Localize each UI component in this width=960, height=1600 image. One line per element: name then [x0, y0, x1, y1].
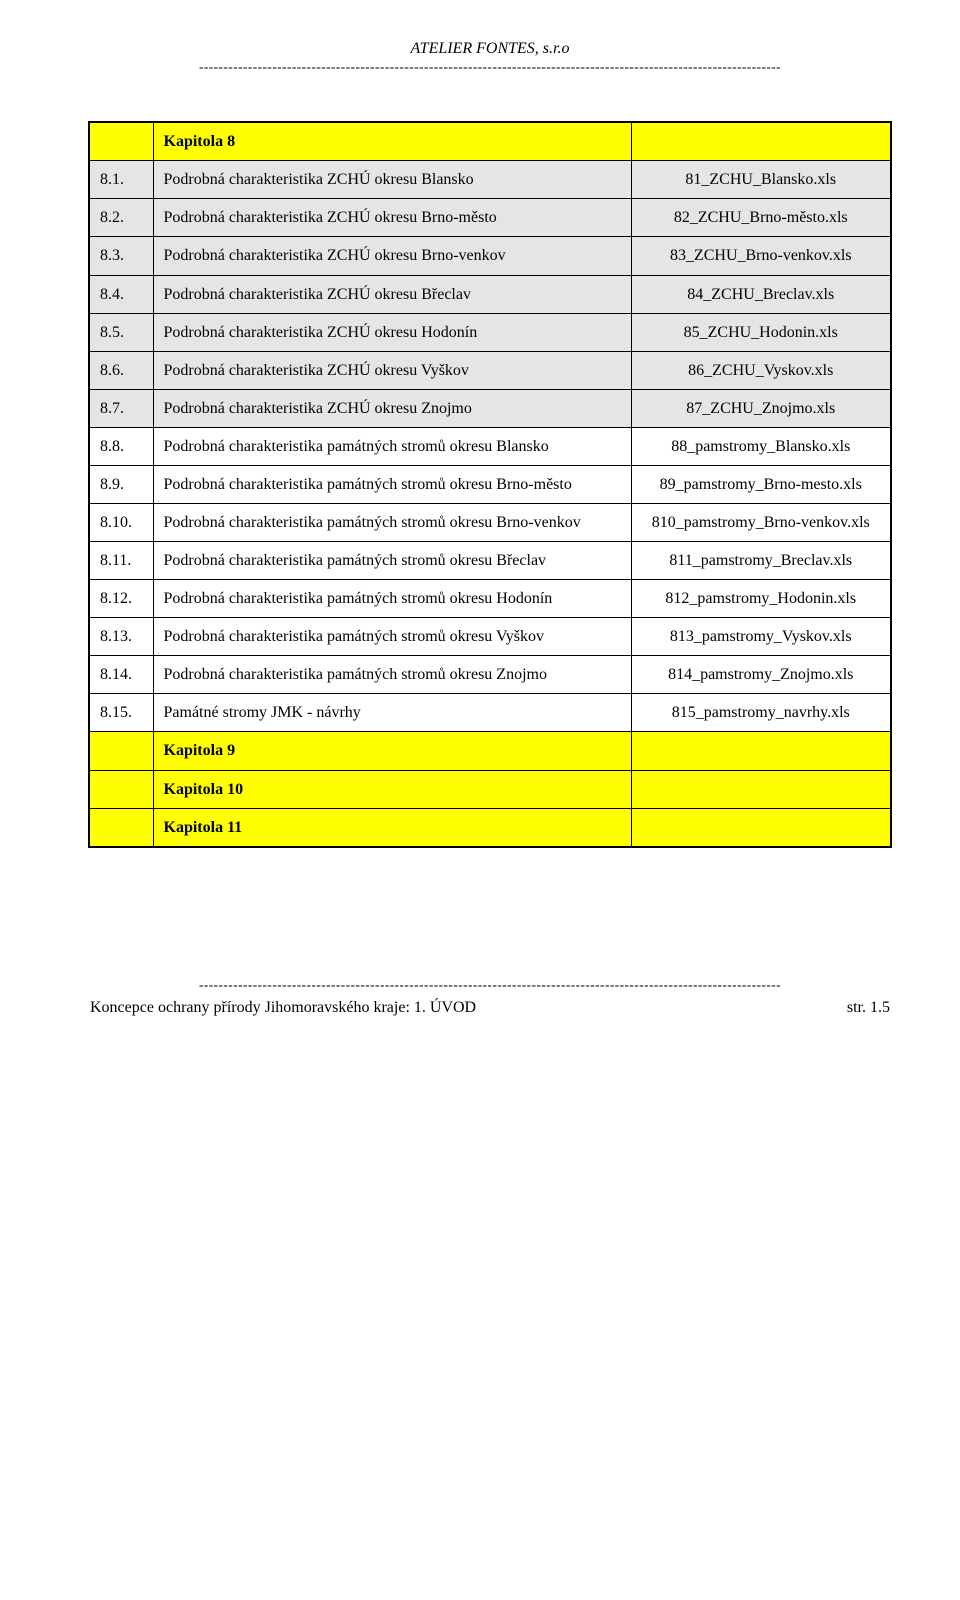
- row-filename: [631, 732, 891, 770]
- row-number: 8.13.: [89, 618, 153, 656]
- row-number: 8.14.: [89, 656, 153, 694]
- row-filename: 815_pamstromy_navrhy.xls: [631, 694, 891, 732]
- row-number: 8.6.: [89, 351, 153, 389]
- row-number: [89, 122, 153, 161]
- row-filename: 82_ZCHU_Brno-město.xls: [631, 199, 891, 237]
- row-filename: 85_ZCHU_Hodonin.xls: [631, 313, 891, 351]
- row-filename: 86_ZCHU_Vyskov.xls: [631, 351, 891, 389]
- table-row: 8.3.Podrobná charakteristika ZCHÚ okresu…: [89, 237, 891, 275]
- row-number: 8.3.: [89, 237, 153, 275]
- row-number: 8.15.: [89, 694, 153, 732]
- row-description: Kapitola 11: [153, 808, 631, 847]
- row-number: 8.7.: [89, 389, 153, 427]
- row-filename: 84_ZCHU_Breclav.xls: [631, 275, 891, 313]
- row-description: Podrobná charakteristika památných strom…: [153, 465, 631, 503]
- row-filename: 83_ZCHU_Brno-venkov.xls: [631, 237, 891, 275]
- row-description: Kapitola 10: [153, 770, 631, 808]
- row-filename: 811_pamstromy_Breclav.xls: [631, 542, 891, 580]
- row-description: Podrobná charakteristika památných strom…: [153, 427, 631, 465]
- row-filename: 810_pamstromy_Brno-venkov.xls: [631, 503, 891, 541]
- row-description: Kapitola 9: [153, 732, 631, 770]
- footer-separator: ----------------------------------------…: [88, 978, 892, 991]
- table-row: 8.2.Podrobná charakteristika ZCHÚ okresu…: [89, 199, 891, 237]
- table-row: 8.9.Podrobná charakteristika památných s…: [89, 465, 891, 503]
- row-filename: 813_pamstromy_Vyskov.xls: [631, 618, 891, 656]
- row-number: 8.2.: [89, 199, 153, 237]
- table-row: 8.14.Podrobná charakteristika památných …: [89, 656, 891, 694]
- table-row: Kapitola 8: [89, 122, 891, 161]
- row-number: 8.4.: [89, 275, 153, 313]
- row-filename: 88_pamstromy_Blansko.xls: [631, 427, 891, 465]
- row-description: Podrobná charakteristika ZCHÚ okresu Zno…: [153, 389, 631, 427]
- row-number: [89, 770, 153, 808]
- row-number: 8.1.: [89, 161, 153, 199]
- table-row: Kapitola 11: [89, 808, 891, 847]
- row-description: Podrobná charakteristika ZCHÚ okresu Brn…: [153, 199, 631, 237]
- row-filename: 81_ZCHU_Blansko.xls: [631, 161, 891, 199]
- table-row: 8.7.Podrobná charakteristika ZCHÚ okresu…: [89, 389, 891, 427]
- table-row: 8.15.Památné stromy JMK - návrhy815_pams…: [89, 694, 891, 732]
- row-description: Podrobná charakteristika památných strom…: [153, 618, 631, 656]
- row-description: Památné stromy JMK - návrhy: [153, 694, 631, 732]
- content-table: Kapitola 88.1.Podrobná charakteristika Z…: [88, 121, 892, 847]
- row-filename: [631, 770, 891, 808]
- row-filename: [631, 808, 891, 847]
- row-number: 8.11.: [89, 542, 153, 580]
- table-row: 8.11.Podrobná charakteristika památných …: [89, 542, 891, 580]
- row-filename: 814_pamstromy_Znojmo.xls: [631, 656, 891, 694]
- table-row: 8.12.Podrobná charakteristika památných …: [89, 580, 891, 618]
- row-description: Podrobná charakteristika ZCHÚ okresu Bla…: [153, 161, 631, 199]
- row-number: [89, 808, 153, 847]
- row-number: 8.5.: [89, 313, 153, 351]
- footer-left: Koncepce ochrany přírody Jihomoravského …: [90, 999, 476, 1017]
- row-description: Podrobná charakteristika ZCHÚ okresu Vyš…: [153, 351, 631, 389]
- table-row: Kapitola 9: [89, 732, 891, 770]
- table-row: 8.1.Podrobná charakteristika ZCHÚ okresu…: [89, 161, 891, 199]
- row-number: 8.9.: [89, 465, 153, 503]
- row-number: 8.8.: [89, 427, 153, 465]
- row-filename: 812_pamstromy_Hodonin.xls: [631, 580, 891, 618]
- row-filename: 89_pamstromy_Brno-mesto.xls: [631, 465, 891, 503]
- row-description: Podrobná charakteristika památných strom…: [153, 580, 631, 618]
- row-description: Podrobná charakteristika památných strom…: [153, 503, 631, 541]
- table-row: 8.6.Podrobná charakteristika ZCHÚ okresu…: [89, 351, 891, 389]
- header-company: ATELIER FONTES, s.r.o: [88, 40, 892, 58]
- row-description: Podrobná charakteristika ZCHÚ okresu Bře…: [153, 275, 631, 313]
- table-row: 8.4.Podrobná charakteristika ZCHÚ okresu…: [89, 275, 891, 313]
- header-separator: ----------------------------------------…: [88, 60, 892, 73]
- row-description: Podrobná charakteristika ZCHÚ okresu Brn…: [153, 237, 631, 275]
- row-number: 8.10.: [89, 503, 153, 541]
- row-description: Podrobná charakteristika památných strom…: [153, 656, 631, 694]
- row-number: 8.12.: [89, 580, 153, 618]
- page-container: ATELIER FONTES, s.r.o ------------------…: [0, 0, 960, 1037]
- table-row: 8.5.Podrobná charakteristika ZCHÚ okresu…: [89, 313, 891, 351]
- row-number: [89, 732, 153, 770]
- table-row: Kapitola 10: [89, 770, 891, 808]
- row-filename: [631, 122, 891, 161]
- row-filename: 87_ZCHU_Znojmo.xls: [631, 389, 891, 427]
- table-row: 8.10.Podrobná charakteristika památných …: [89, 503, 891, 541]
- page-footer: Koncepce ochrany přírody Jihomoravského …: [88, 999, 892, 1017]
- footer-right: str. 1.5: [847, 999, 890, 1017]
- table-row: 8.13.Podrobná charakteristika památných …: [89, 618, 891, 656]
- row-description: Kapitola 8: [153, 122, 631, 161]
- row-description: Podrobná charakteristika památných strom…: [153, 542, 631, 580]
- row-description: Podrobná charakteristika ZCHÚ okresu Hod…: [153, 313, 631, 351]
- table-row: 8.8.Podrobná charakteristika památných s…: [89, 427, 891, 465]
